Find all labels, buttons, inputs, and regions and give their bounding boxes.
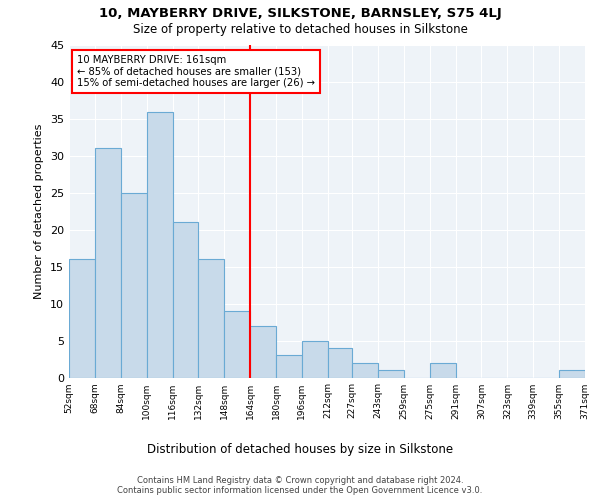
Bar [224,311,250,378]
Bar [121,193,146,378]
Bar [95,148,121,378]
Bar [559,370,585,378]
Bar [69,260,95,378]
Text: Contains HM Land Registry data © Crown copyright and database right 2024.: Contains HM Land Registry data © Crown c… [137,476,463,485]
Text: Distribution of detached houses by size in Silkstone: Distribution of detached houses by size … [147,442,453,456]
Bar [302,340,328,378]
Bar [276,356,302,378]
Text: Contains public sector information licensed under the Open Government Licence v3: Contains public sector information licen… [118,486,482,495]
Bar [250,326,276,378]
Bar [430,362,455,378]
Bar [378,370,404,378]
Text: 10, MAYBERRY DRIVE, SILKSTONE, BARNSLEY, S75 4LJ: 10, MAYBERRY DRIVE, SILKSTONE, BARNSLEY,… [98,8,502,20]
Bar [199,260,224,378]
Y-axis label: Number of detached properties: Number of detached properties [34,124,44,299]
Text: 10 MAYBERRY DRIVE: 161sqm
← 85% of detached houses are smaller (153)
15% of semi: 10 MAYBERRY DRIVE: 161sqm ← 85% of detac… [77,55,315,88]
Bar [173,222,199,378]
Bar [146,112,173,378]
Bar [352,362,378,378]
Bar [328,348,352,378]
Text: Size of property relative to detached houses in Silkstone: Size of property relative to detached ho… [133,22,467,36]
